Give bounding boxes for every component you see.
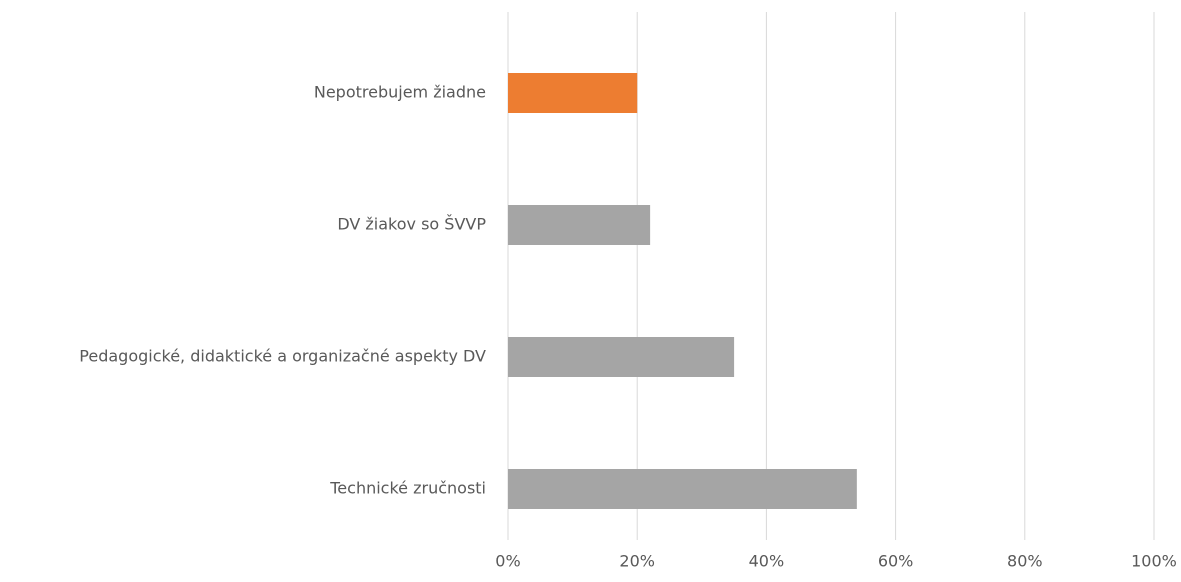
bar	[508, 337, 735, 377]
y-tick-label: Technické zručnosti	[329, 479, 486, 498]
x-tick-label: 40%	[749, 552, 785, 571]
y-tick-label: Pedagogické, didaktické a organizačné as…	[79, 347, 486, 366]
bar	[508, 205, 651, 245]
x-tick-label: 0%	[495, 552, 520, 571]
bar	[508, 469, 857, 509]
y-tick-label: DV žiakov so ŠVVP	[337, 215, 486, 234]
y-tick-label: Nepotrebujem žiadne	[314, 83, 486, 102]
x-tick-label: 80%	[1007, 552, 1043, 571]
x-tick-label: 60%	[878, 552, 914, 571]
bar	[508, 73, 638, 113]
x-tick-label: 100%	[1131, 552, 1177, 571]
x-tick-label: 20%	[619, 552, 655, 571]
